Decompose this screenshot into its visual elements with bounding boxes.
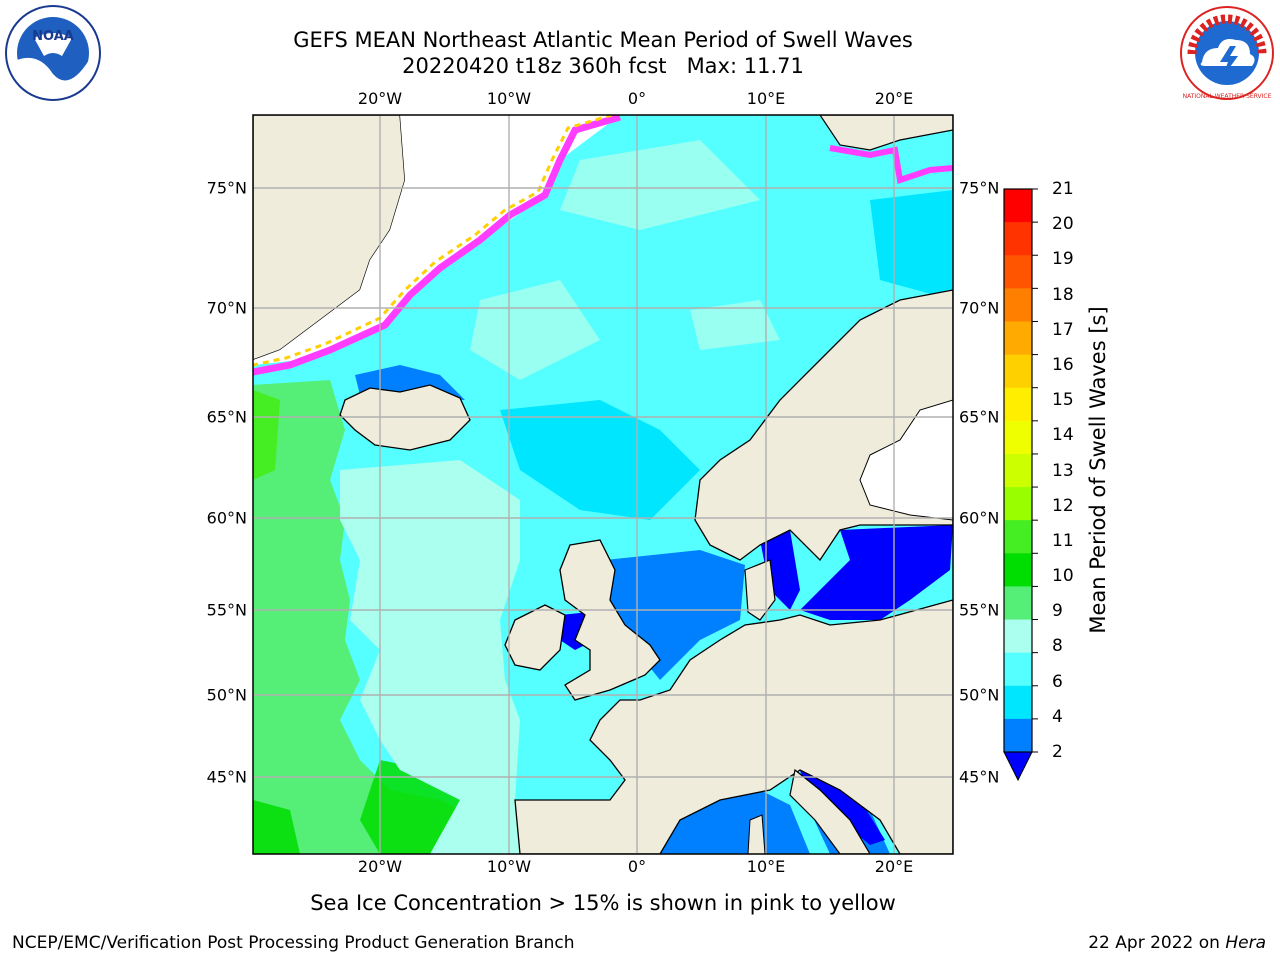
credit-organization: NCEP/EMC/Verification Post Processing Pr…	[12, 933, 575, 953]
colorbar-tick-label: 21	[1052, 179, 1074, 199]
lat-label-right-55n: 55°N	[959, 600, 1000, 620]
colorbar-tick-label: 13	[1052, 460, 1074, 481]
colorbar-segment	[1004, 321, 1032, 356]
land-italy	[789, 768, 871, 854]
colorbar-tick-label: 4	[1052, 706, 1063, 727]
swell-zone-8s-patches	[470, 140, 780, 380]
lon-label-top-20e: 20°E	[874, 89, 914, 108]
graticule	[253, 115, 953, 854]
colorbar-tick-label: 14	[1052, 425, 1074, 446]
swell-zone-baltic	[760, 525, 953, 620]
lon-label-bottom-20e: 20°E	[874, 857, 914, 876]
lat-label-left-60n: 60°N	[206, 508, 247, 528]
lon-label-bottom-10e: 10°E	[746, 857, 786, 876]
colorbar-segment	[1004, 520, 1032, 554]
colorbar-tick-label: 19	[1052, 249, 1074, 270]
colorbar-segment	[1004, 453, 1032, 488]
lat-label-left-75n: 75°N	[206, 178, 247, 198]
map-frame	[252, 114, 954, 855]
swell-zone-10s-b	[253, 800, 300, 854]
swell-zone-6s	[500, 190, 953, 520]
lon-label-bottom-20w: 20°W	[357, 857, 403, 876]
colorbar-label: Mean Period of Swell Waves [s]	[1086, 306, 1110, 634]
colorbar-segment	[1004, 685, 1032, 720]
lon-label-top-10w: 10°W	[486, 89, 532, 108]
colorbar-segment	[1004, 718, 1032, 753]
nws-logo-text: NATIONAL WEATHER SERVICE	[1183, 93, 1272, 100]
colorbar-frame	[1003, 188, 1033, 753]
colorbar-tick-label: 9	[1052, 601, 1063, 622]
lat-label-left-50n: 50°N	[206, 685, 247, 705]
lon-label-top-20w: 20°W	[357, 89, 403, 108]
lat-label-left-45n: 45°N	[206, 767, 247, 787]
noaa-logo-text: NOAA	[32, 29, 74, 44]
chart-subtitle: 20220420 t18z 360h fcst Max: 11.71	[402, 54, 804, 78]
land-svalbard	[819, 115, 953, 151]
nws-logo: NATIONAL WEATHER SERVICE	[1180, 6, 1274, 100]
land-ireland	[504, 604, 566, 671]
colorbar-tick-label: 20	[1052, 214, 1074, 235]
colorbar-segment	[1004, 222, 1032, 256]
lat-label-left-65n: 65°N	[206, 407, 247, 427]
sea-ice-edge-yellow	[253, 115, 613, 367]
colorbar-segment	[1004, 255, 1032, 289]
lon-label-top-10e: 10°E	[746, 89, 786, 108]
colorbar-tick-label: 10	[1052, 566, 1074, 587]
lon-label-top-0: 0°	[627, 89, 647, 108]
swell-zone-8s	[340, 460, 520, 854]
colorbar-segment	[1004, 354, 1032, 389]
lat-label-right-75n: 75°N	[959, 178, 1000, 198]
land-corsica-sardinia	[747, 814, 766, 854]
lat-label-right-50n: 50°N	[959, 685, 1000, 705]
colorbar-tick-label: 11	[1052, 530, 1074, 551]
colorbar-segment	[1004, 586, 1032, 621]
sea-ice-greenland	[253, 115, 620, 365]
lon-label-bottom-10w: 10°W	[486, 857, 532, 876]
credit-machine: Hera	[1225, 933, 1266, 953]
colorbar	[1004, 188, 1038, 753]
colorbar-extend-arrow	[1003, 751, 1033, 782]
lon-label-bottom-0: 0°	[627, 857, 647, 876]
colorbar-segment	[1004, 553, 1032, 587]
colorbar-segment	[1004, 487, 1032, 521]
colorbar-segment	[1004, 619, 1032, 654]
colorbar-tick-label: 2	[1052, 742, 1063, 762]
colorbar-tick-label: 6	[1052, 671, 1063, 692]
colorbar-segment	[1004, 420, 1032, 455]
lat-label-right-65n: 65°N	[959, 407, 1000, 427]
colorbar-tick-label: 18	[1052, 284, 1074, 305]
credit-date-machine: 22 Apr 2022 on Hera	[1088, 933, 1266, 953]
swell-zone-10s-c	[253, 390, 280, 480]
swell-zone-adriatic	[800, 770, 885, 845]
map-plot-area	[253, 115, 953, 854]
lat-label-left-55n: 55°N	[206, 600, 247, 620]
chart-title: GEFS MEAN Northeast Atlantic Mean Period…	[293, 28, 913, 52]
colorbar-tick-label: 16	[1052, 354, 1074, 375]
lat-label-right-70n: 70°N	[959, 298, 1000, 318]
colorbar-segment	[1004, 288, 1032, 322]
lat-label-left-70n: 70°N	[206, 298, 247, 318]
colorbar-tick-label: 12	[1052, 495, 1074, 516]
lat-label-right-45n: 45°N	[959, 767, 1000, 787]
colorbar-tick-label: 15	[1052, 390, 1074, 411]
lat-label-right-60n: 60°N	[959, 508, 1000, 528]
sea-ice-bothnia	[859, 399, 953, 521]
colorbar-tick-label: 17	[1052, 319, 1074, 340]
colorbar-segment	[1004, 189, 1032, 223]
swell-zone-long-period	[253, 380, 520, 854]
noaa-logo: NOAA	[5, 5, 101, 101]
colorbar-tick-label: 8	[1052, 636, 1063, 657]
sea-ice-svalbard	[829, 145, 953, 184]
sea-ice-footnote: Sea Ice Concentration > 15% is shown in …	[310, 891, 896, 915]
colorbar-segment	[1004, 387, 1032, 422]
credit-date: 22 Apr 2022 on	[1088, 933, 1226, 953]
sea-ice-edge-greenland	[253, 115, 621, 376]
colorbar-segment	[1004, 652, 1032, 687]
